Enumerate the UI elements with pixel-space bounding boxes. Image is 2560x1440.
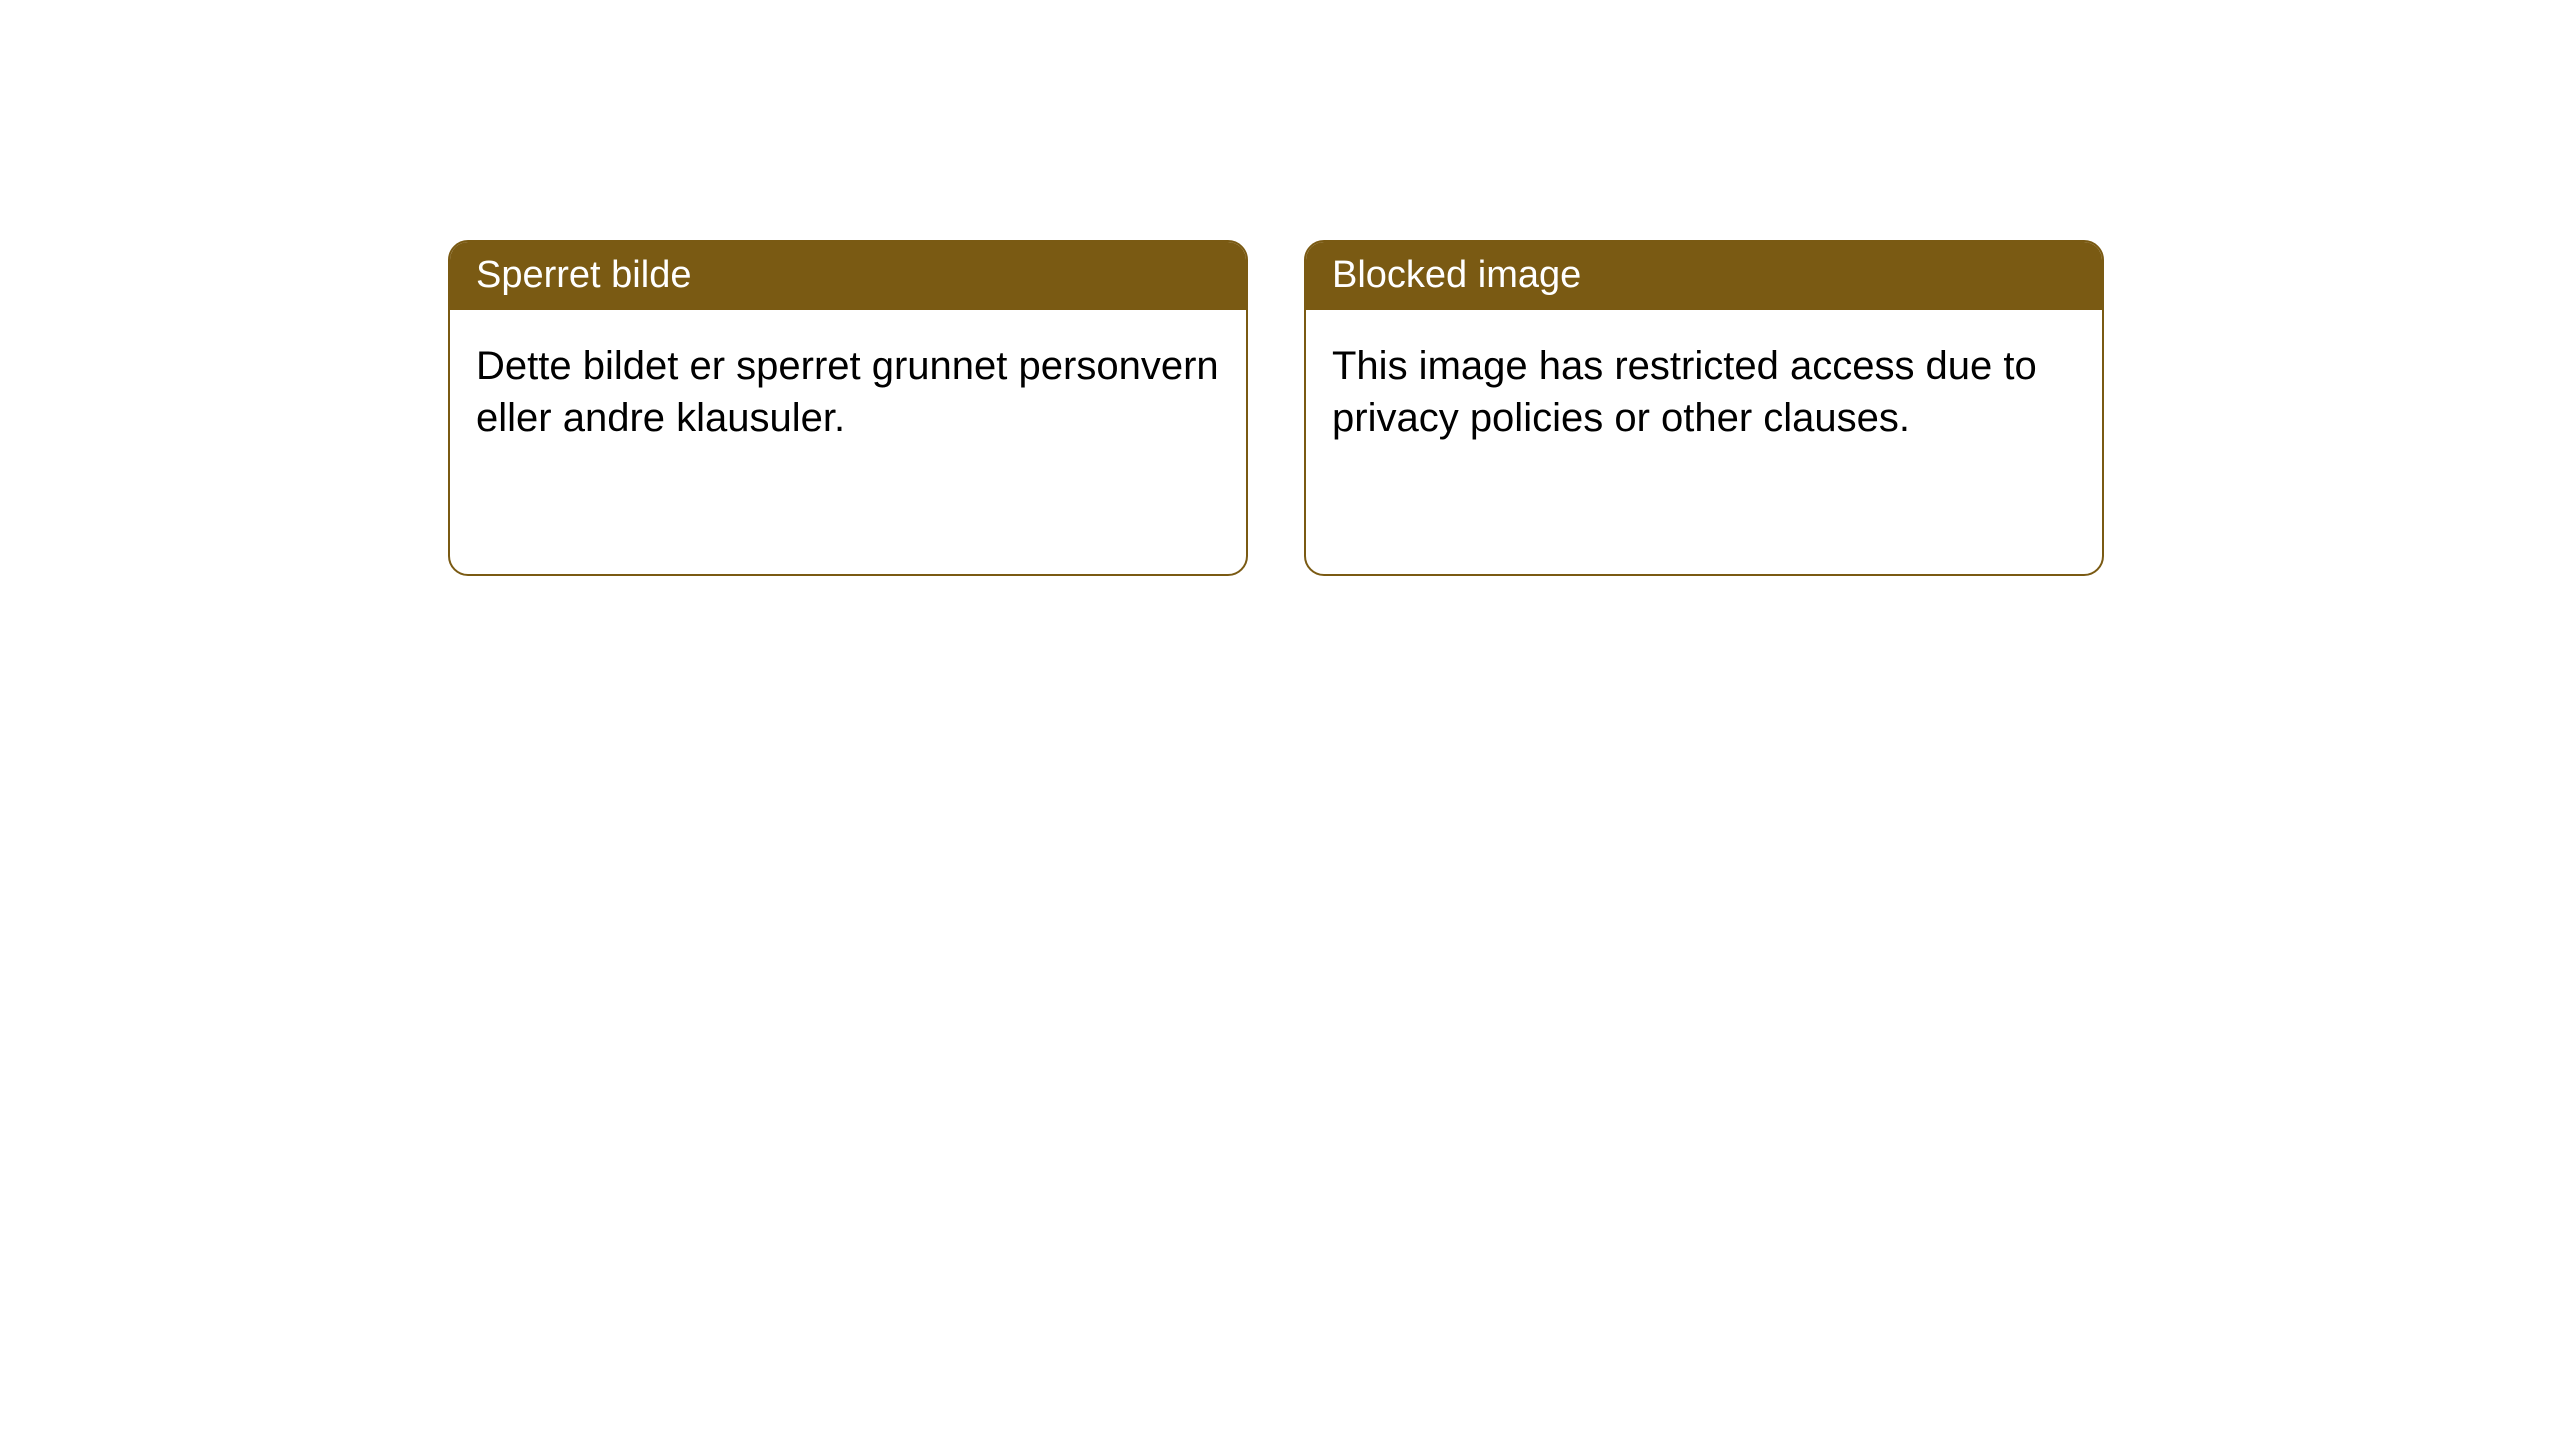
notice-title-english: Blocked image <box>1306 242 2102 310</box>
notice-title-norwegian: Sperret bilde <box>450 242 1246 310</box>
notice-body-norwegian: Dette bildet er sperret grunnet personve… <box>450 310 1246 474</box>
notice-container: Sperret bilde Dette bildet er sperret gr… <box>0 0 2560 576</box>
notice-card-english: Blocked image This image has restricted … <box>1304 240 2104 576</box>
notice-card-norwegian: Sperret bilde Dette bildet er sperret gr… <box>448 240 1248 576</box>
notice-body-english: This image has restricted access due to … <box>1306 310 2102 474</box>
